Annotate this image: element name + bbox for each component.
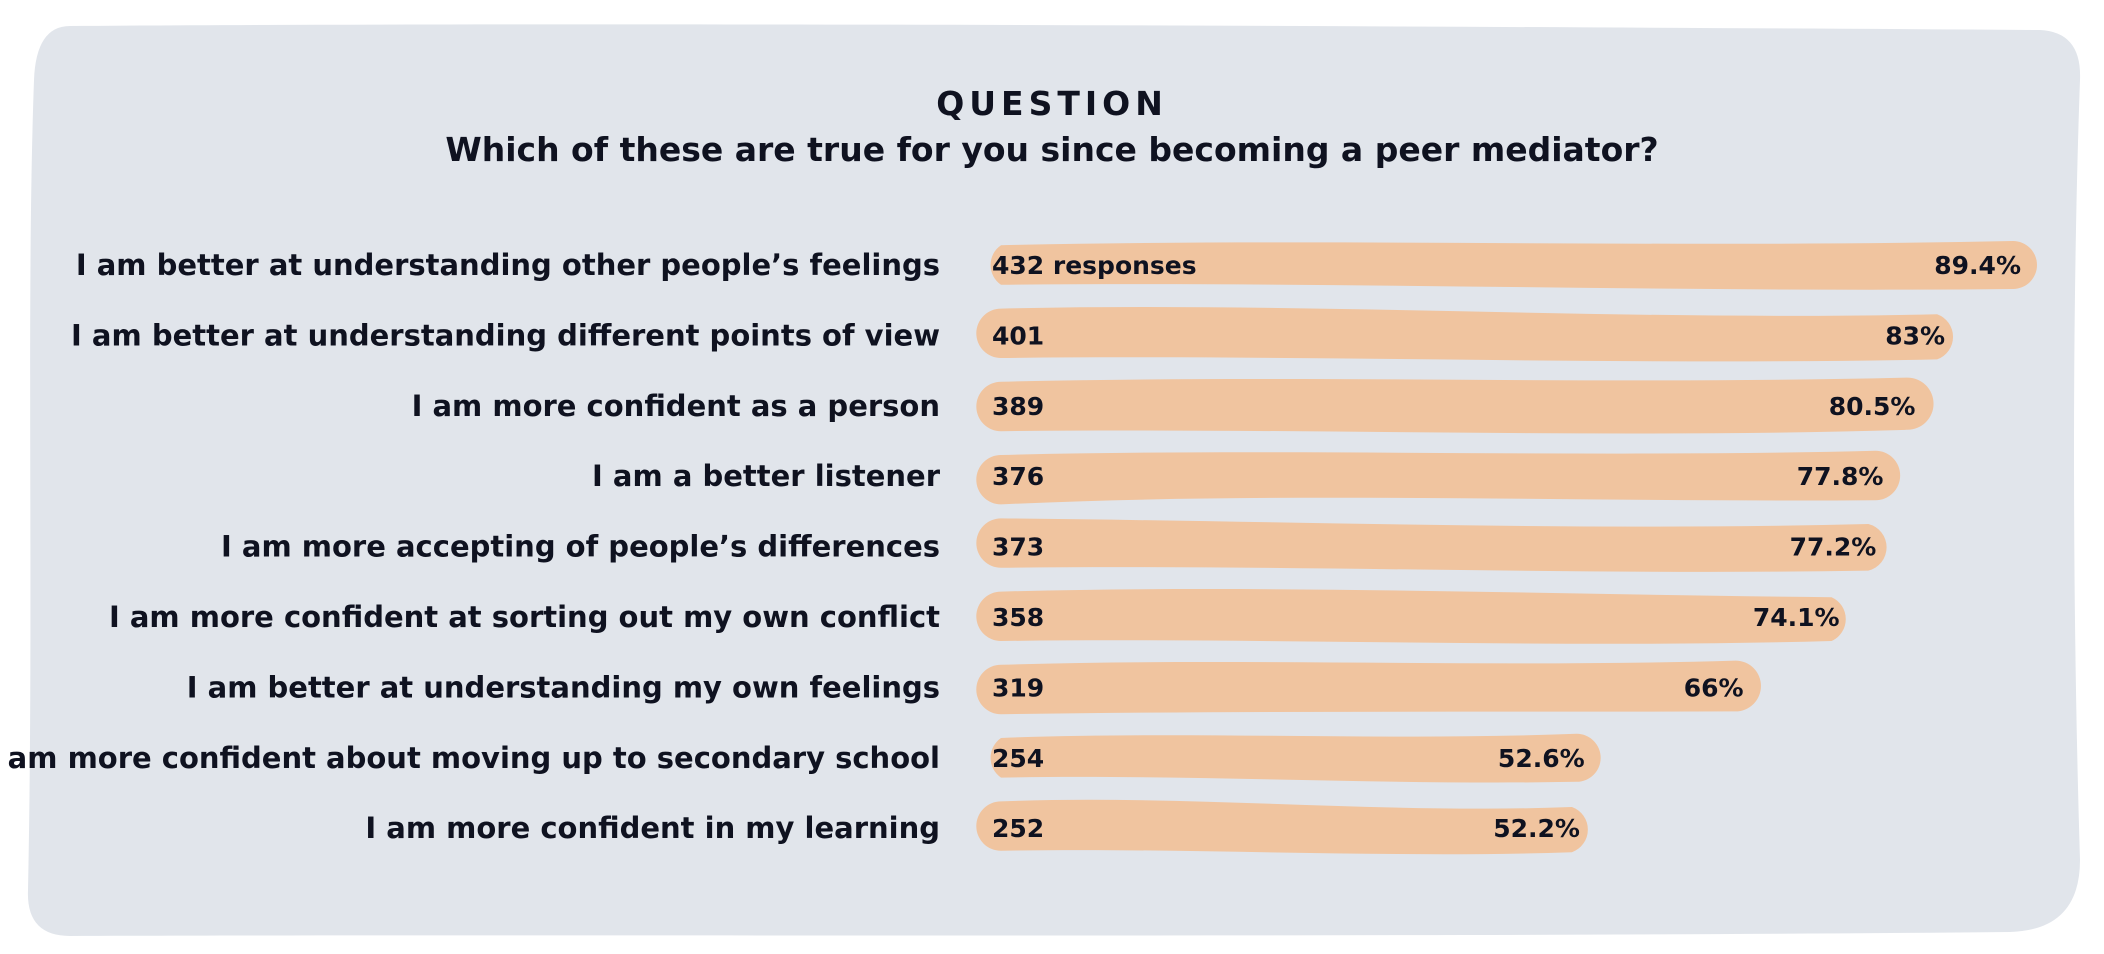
count-label: 254 [992, 744, 1044, 773]
percent-label: 52.2% [1493, 814, 1580, 843]
category-label: I am more confident about moving up to s… [0, 741, 940, 775]
percent-label: 77.8% [1797, 462, 1884, 491]
bar [976, 518, 1887, 572]
percent-label: 52.6% [1498, 744, 1585, 773]
bar [976, 589, 1846, 644]
category-label: I am more confident in my learning [365, 811, 940, 845]
category-label: I am more confident at sorting out my ow… [109, 600, 940, 634]
percent-label: 77.2% [1790, 533, 1877, 562]
percent-label: 66% [1684, 673, 1744, 702]
bar [976, 450, 1901, 505]
count-label: 389 [992, 392, 1044, 421]
category-label: I am better at understanding different p… [71, 318, 940, 352]
category-label: I am a better listener [592, 459, 941, 493]
question-text: Which of these are true for you since be… [445, 130, 1659, 169]
bar [976, 377, 1934, 434]
category-label: I am better at understanding other peopl… [76, 248, 940, 282]
count-label: 252 [992, 814, 1044, 843]
bar [990, 241, 2037, 290]
percent-label: 74.1% [1753, 603, 1840, 632]
percent-label: 83% [1885, 321, 1945, 350]
count-label: 376 [992, 462, 1044, 491]
bar [990, 733, 1601, 783]
count-label: 373 [992, 533, 1044, 562]
category-label: I am more accepting of people’s differen… [221, 530, 940, 564]
bar [976, 306, 1954, 362]
bar [976, 660, 1761, 715]
count-label: 319 [992, 673, 1044, 702]
percent-label: 80.5% [1829, 392, 1916, 421]
count-label: 401 [992, 321, 1044, 350]
category-label: I am more confident as a person [412, 389, 940, 423]
category-label: I am better at understanding my own feel… [187, 670, 940, 704]
bar [976, 799, 1588, 855]
count-label: 432 responses [992, 251, 1197, 280]
percent-label: 89.4% [1934, 251, 2021, 280]
question-kicker: QUESTION [936, 84, 1168, 123]
count-label: 358 [992, 603, 1044, 632]
